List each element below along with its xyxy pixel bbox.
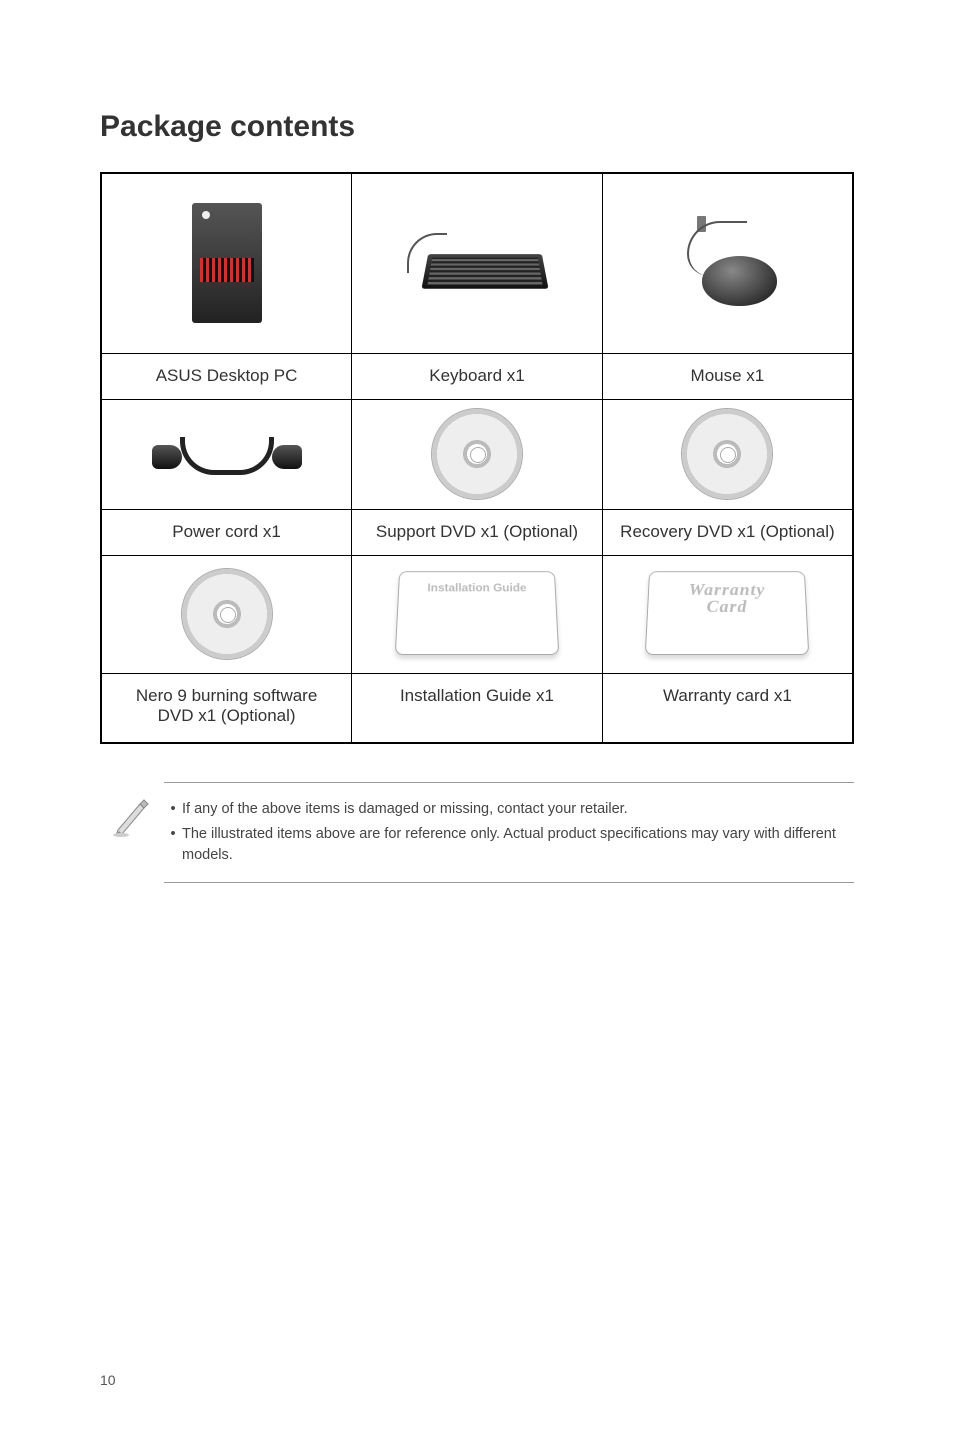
warranty-line1: Warranty: [689, 580, 766, 598]
warranty-card-text: Warranty Card: [648, 581, 806, 615]
cell-image-support-dvd: [352, 399, 603, 509]
cell-image-install-guide: Installation Guide: [352, 555, 603, 673]
label-warranty-card: Warranty card x1: [602, 673, 853, 743]
label-nero-line1: Nero 9 burning software: [136, 686, 317, 705]
label-support-dvd: Support DVD x1 (Optional): [352, 509, 603, 555]
cell-image-desktop-pc: [101, 173, 352, 353]
package-contents-table: ASUS Desktop PC Keyboard x1 Mouse x1 Pow…: [100, 172, 854, 744]
label-nero-dvd: Nero 9 burning software DVD x1 (Optional…: [101, 673, 352, 743]
keyboard-icon: [407, 223, 547, 303]
power-cord-icon: [152, 427, 302, 482]
note-block: • If any of the above items is damaged o…: [100, 782, 854, 883]
disc-icon: [682, 409, 772, 499]
note-bullet-2: • The illustrated items above are for re…: [164, 824, 854, 866]
install-guide-text: Installation Guide: [399, 581, 555, 594]
cell-image-power-cord: [101, 399, 352, 509]
label-recovery-dvd: Recovery DVD x1 (Optional): [602, 509, 853, 555]
note-text-2: The illustrated items above are for refe…: [182, 824, 854, 866]
warranty-line2: Card: [707, 596, 748, 615]
note-text-1: If any of the above items is damaged or …: [182, 799, 628, 820]
page-heading: Package contents: [100, 110, 854, 144]
label-install-guide: Installation Guide x1: [352, 673, 603, 743]
label-keyboard: Keyboard x1: [352, 353, 603, 399]
cell-image-recovery-dvd: [602, 399, 853, 509]
note-bullet-1: • If any of the above items is damaged o…: [164, 799, 854, 820]
label-desktop-pc: ASUS Desktop PC: [101, 353, 352, 399]
desktop-pc-icon: [192, 203, 262, 323]
note-pencil-icon: [100, 782, 164, 883]
disc-icon: [432, 409, 522, 499]
cell-image-mouse: [602, 173, 853, 353]
disc-icon: [182, 569, 272, 659]
label-power-cord: Power cord x1: [101, 509, 352, 555]
cell-image-keyboard: [352, 173, 603, 353]
warranty-card-icon: Warranty Card: [645, 571, 809, 655]
label-mouse: Mouse x1: [602, 353, 853, 399]
cell-image-warranty-card: Warranty Card: [602, 555, 853, 673]
install-guide-icon: Installation Guide: [395, 571, 559, 655]
label-nero-line2: DVD x1 (Optional): [158, 706, 296, 725]
note-content: • If any of the above items is damaged o…: [164, 782, 854, 883]
cell-image-nero-dvd: [101, 555, 352, 673]
page-number: 10: [100, 1372, 116, 1388]
bullet-dot: •: [164, 799, 182, 820]
bullet-dot: •: [164, 824, 182, 845]
mouse-icon: [667, 216, 787, 311]
